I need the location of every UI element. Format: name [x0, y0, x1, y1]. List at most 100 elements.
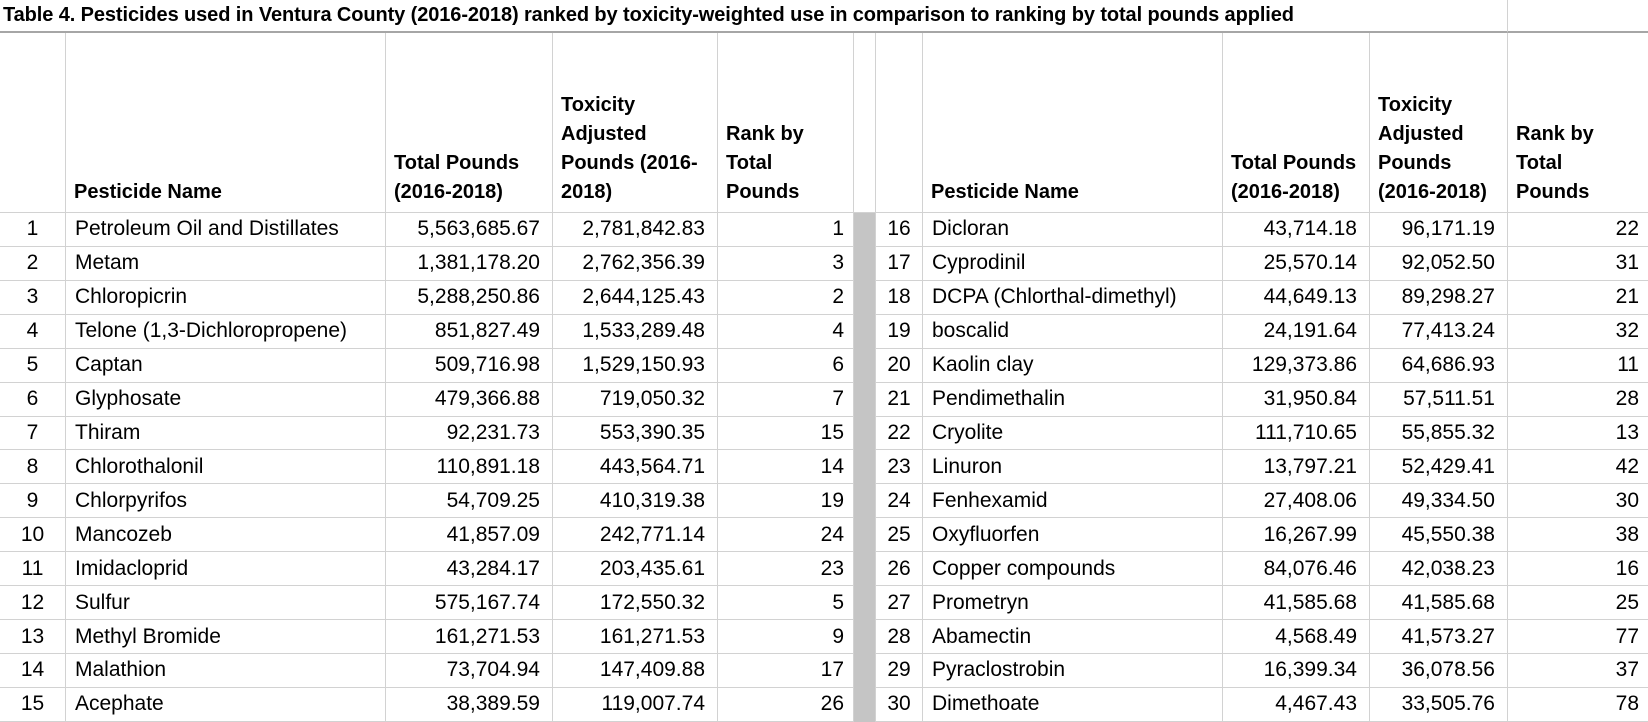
- toxicity-adjusted-cell: 42,038.23: [1370, 552, 1508, 587]
- separator-cell: [854, 484, 876, 519]
- separator-cell: [854, 348, 876, 383]
- toxicity-adjusted-cell: 41,585.68: [1370, 586, 1508, 621]
- toxicity-adjusted-cell: 119,007.74: [553, 687, 718, 722]
- rank-cell: 28: [876, 620, 923, 654]
- toxicity-adjusted-cell: 52,429.41: [1370, 450, 1508, 485]
- pesticide-name-cell: Kaolin clay: [923, 348, 1223, 383]
- separator-cell: [854, 586, 876, 621]
- header-label: Pesticide Name: [74, 181, 222, 203]
- toxicity-adjusted-cell: 64,686.93: [1370, 348, 1508, 383]
- title-row-empty-cell: [1508, 0, 1648, 33]
- total-pounds-cell: 110,891.18: [386, 450, 553, 485]
- pesticide-name-cell: Pyraclostrobin: [923, 653, 1223, 688]
- rank-cell: 18: [876, 280, 923, 315]
- header-toxicity-adjusted-right: Toxicity Adjusted Pounds (2016-2018): [1370, 33, 1508, 213]
- rank-by-total-cell: 77: [1508, 620, 1648, 654]
- table-title: Table 4. Pesticides used in Ventura Coun…: [0, 0, 1508, 33]
- rank-cell: 27: [876, 586, 923, 621]
- rank-cell: 16: [876, 213, 923, 247]
- rank-by-total-cell: 11: [1508, 349, 1648, 383]
- pesticide-name-cell: DCPA (Chlorthal-dimethyl): [923, 280, 1223, 315]
- pesticide-name-cell: Dimethoate: [923, 687, 1223, 722]
- rank-by-total-cell: 25: [1508, 586, 1648, 621]
- separator-cell: [854, 213, 876, 247]
- total-pounds-cell: 31,950.84: [1223, 382, 1370, 417]
- rank-cell: 24: [876, 484, 923, 519]
- toxicity-adjusted-cell: 443,564.71: [553, 450, 718, 485]
- rank-by-total-cell: 38: [1508, 518, 1648, 553]
- pesticide-name-cell: Dicloran: [923, 213, 1223, 247]
- rank-cell: 13: [0, 620, 66, 654]
- toxicity-adjusted-cell: 55,855.32: [1370, 416, 1508, 451]
- total-pounds-cell: 54,709.25: [386, 484, 553, 519]
- total-pounds-cell: 161,271.53: [386, 620, 553, 654]
- total-pounds-cell: 41,585.68: [1223, 586, 1370, 621]
- toxicity-adjusted-cell: 147,409.88: [553, 653, 718, 688]
- total-pounds-cell: 16,399.34: [1223, 653, 1370, 688]
- total-pounds-cell: 111,710.65: [1223, 416, 1370, 451]
- header-label: Total Pounds (2016-2018): [1231, 152, 1357, 203]
- pesticide-name-cell: Cryolite: [923, 416, 1223, 451]
- header-rank-by-total-right: Rank by Total Pounds: [1508, 33, 1648, 213]
- toxicity-adjusted-cell: 242,771.14: [553, 518, 718, 553]
- rank-cell: 19: [876, 314, 923, 349]
- pesticide-name-cell: Methyl Bromide: [66, 620, 386, 654]
- header-total-pounds-left: Total Pounds (2016-2018): [386, 33, 553, 213]
- rank-by-total-cell: 1: [718, 213, 854, 247]
- pesticide-name-cell: Chlorpyrifos: [66, 484, 386, 519]
- toxicity-adjusted-cell: 1,529,150.93: [553, 348, 718, 383]
- rank-by-total-cell: 7: [718, 382, 854, 417]
- header-label: Rank by Total Pounds: [726, 123, 804, 203]
- separator-cell: [854, 416, 876, 451]
- rank-cell: 7: [0, 416, 66, 451]
- pesticide-name-cell: Oxyfluorfen: [923, 518, 1223, 553]
- total-pounds-cell: 43,284.17: [386, 552, 553, 587]
- toxicity-adjusted-cell: 172,550.32: [553, 586, 718, 621]
- pesticide-name-cell: Fenhexamid: [923, 484, 1223, 519]
- rank-by-total-cell: 16: [1508, 552, 1648, 587]
- toxicity-adjusted-cell: 57,511.51: [1370, 382, 1508, 417]
- total-pounds-cell: 13,797.21: [1223, 450, 1370, 485]
- rank-by-total-cell: 13: [1508, 417, 1648, 451]
- rank-by-total-cell: 14: [718, 450, 854, 485]
- rank-cell: 17: [876, 246, 923, 281]
- toxicity-adjusted-cell: 2,781,842.83: [553, 213, 718, 247]
- rank-cell: 14: [0, 653, 66, 688]
- total-pounds-cell: 509,716.98: [386, 348, 553, 383]
- toxicity-adjusted-cell: 2,644,125.43: [553, 280, 718, 315]
- rank-by-total-cell: 26: [718, 687, 854, 722]
- header-rank-right: [876, 33, 923, 213]
- total-pounds-cell: 38,389.59: [386, 687, 553, 722]
- rank-by-total-cell: 2: [718, 280, 854, 315]
- pesticide-name-cell: Thiram: [66, 416, 386, 451]
- header-label: Toxicity Adjusted Pounds (2016-2018): [561, 94, 698, 203]
- separator-cell: [854, 314, 876, 349]
- pesticide-name-cell: Mancozeb: [66, 518, 386, 553]
- toxicity-adjusted-cell: 96,171.19: [1370, 213, 1508, 247]
- toxicity-adjusted-cell: 49,334.50: [1370, 484, 1508, 519]
- toxicity-adjusted-cell: 410,319.38: [553, 484, 718, 519]
- total-pounds-cell: 25,570.14: [1223, 246, 1370, 281]
- pesticide-name-cell: Petroleum Oil and Distillates: [66, 213, 386, 247]
- header-toxicity-adjusted-left: Toxicity Adjusted Pounds (2016-2018): [553, 33, 718, 213]
- rank-by-total-cell: 5: [718, 586, 854, 621]
- header-label: Rank by Total Pounds: [1516, 123, 1594, 203]
- total-pounds-cell: 5,288,250.86: [386, 280, 553, 315]
- separator-cell: [854, 450, 876, 485]
- pesticide-name-cell: Cyprodinil: [923, 246, 1223, 281]
- total-pounds-cell: 41,857.09: [386, 518, 553, 553]
- pesticide-name-cell: Imidacloprid: [66, 552, 386, 587]
- rank-by-total-cell: 9: [718, 620, 854, 654]
- total-pounds-cell: 92,231.73: [386, 416, 553, 451]
- header-separator-cell: [854, 33, 876, 213]
- rank-cell: 25: [876, 518, 923, 553]
- toxicity-adjusted-cell: 161,271.53: [553, 620, 718, 654]
- rank-by-total-cell: 24: [718, 518, 854, 553]
- rank-cell: 20: [876, 348, 923, 383]
- pesticide-name-cell: Linuron: [923, 450, 1223, 485]
- total-pounds-cell: 43,714.18: [1223, 213, 1370, 247]
- rank-cell: 10: [0, 518, 66, 553]
- total-pounds-cell: 27,408.06: [1223, 484, 1370, 519]
- rank-by-total-cell: 4: [718, 314, 854, 349]
